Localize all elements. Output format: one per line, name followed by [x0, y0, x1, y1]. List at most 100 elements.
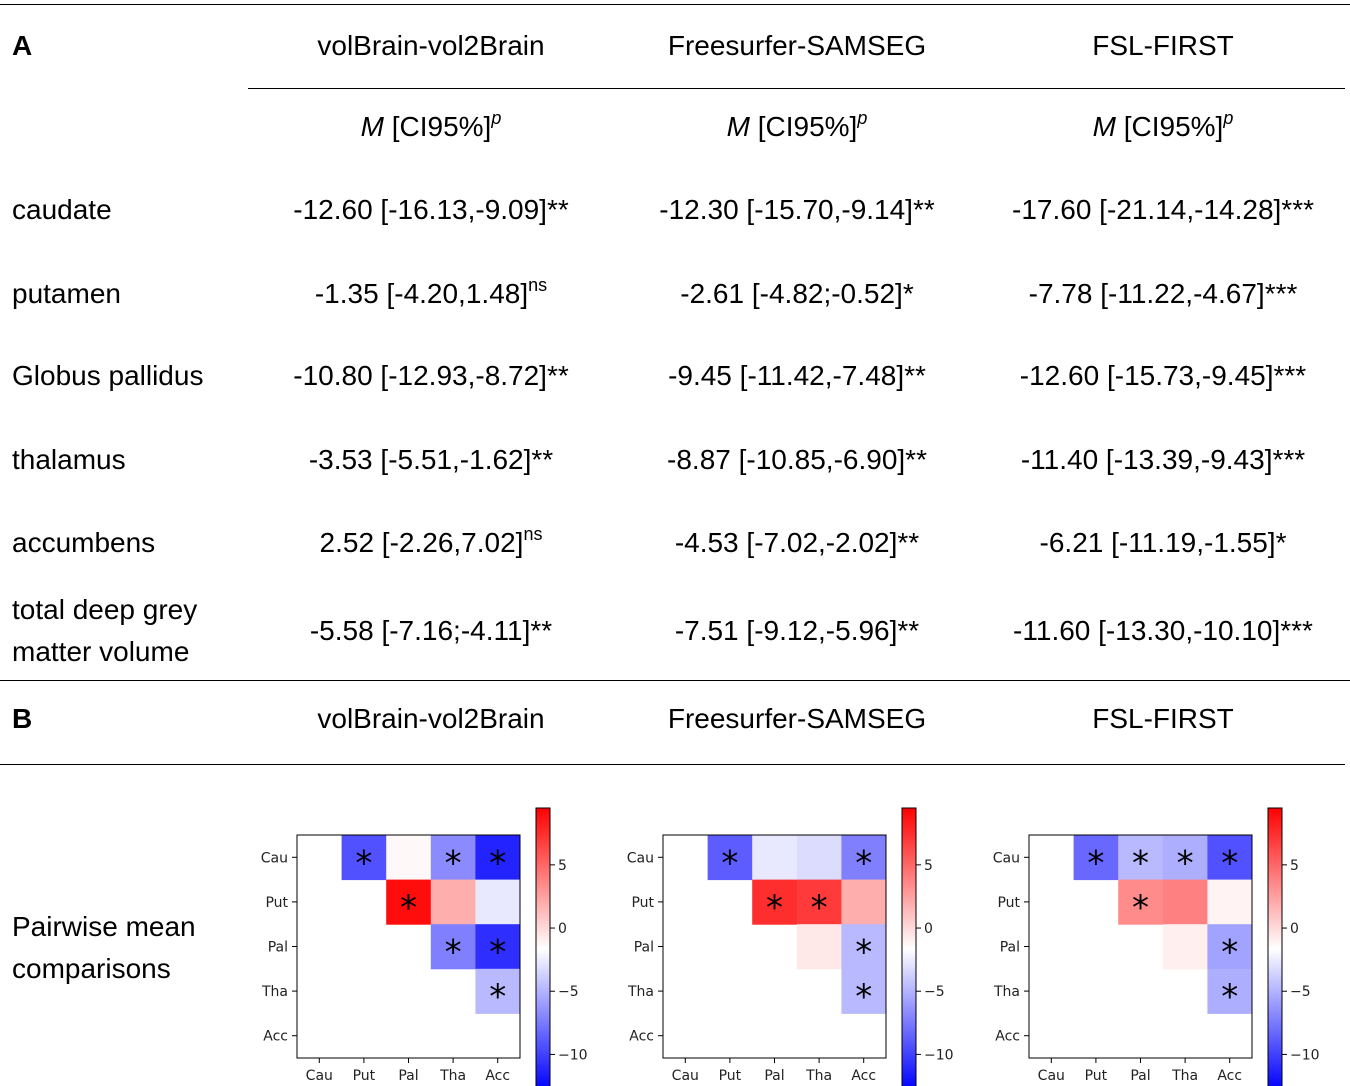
heatmap-cell	[752, 835, 798, 881]
colorbar	[535, 807, 551, 1086]
rule-under-b-headers	[0, 764, 1345, 765]
y-tick-label: Pal	[1000, 940, 1020, 956]
significance-asterisk: *	[489, 843, 506, 883]
x-tick-label: Pal	[1130, 1068, 1150, 1084]
heatmap-cell	[475, 924, 521, 970]
colorbar-tick-label: 5	[1290, 858, 1299, 874]
heatmap-cell	[841, 835, 887, 881]
x-tick-label: Put	[719, 1068, 742, 1084]
heatmap-cell	[430, 879, 476, 925]
column-header-freesurfer: Freesurfer-SAMSEG	[667, 703, 927, 734]
heatmap-cell	[796, 835, 842, 881]
heatmap-freesurfer: * ** ***CauCauPutPutPalPalThaThaAccAcc50−5…	[627, 807, 954, 1086]
value-cell: -5.58 [-7.16;-4.11]**	[309, 615, 553, 646]
heatmap-cell	[1207, 835, 1253, 881]
x-tick-label: Acc	[485, 1068, 510, 1084]
significance-asterisk: *	[855, 843, 872, 883]
heatmap-cell	[796, 924, 842, 970]
y-tick-label: Put	[997, 895, 1020, 911]
y-tick-label: Acc	[629, 1029, 654, 1045]
row-label-accumbens: accumbens	[12, 527, 156, 558]
heatmap-volbrain: * * *** **CauCauPutPutPalPalThaThaAccAcc50−…	[261, 807, 588, 1086]
rule-panel-divider	[0, 680, 1350, 681]
rule-top	[0, 4, 1350, 5]
heatmap-cell	[1207, 968, 1253, 1014]
heatmap-cell	[841, 968, 887, 1014]
colorbar-tick-label: 0	[558, 921, 567, 937]
heatmap-cell	[841, 924, 887, 970]
row-label-line: total deep grey	[12, 594, 198, 625]
value-cell: -11.40 [-13.39,-9.43]***	[1020, 444, 1306, 475]
heatmap-cell	[1162, 879, 1208, 925]
heatmap-cell	[386, 835, 432, 881]
y-tick-label: Acc	[995, 1029, 1020, 1045]
heatmap-cell	[841, 879, 887, 925]
heatmap-fsl: * * * ****CauCauPutPutPalPalThaThaAccAcc50−…	[993, 807, 1320, 1086]
significance-asterisk: *	[1221, 933, 1238, 973]
significance-asterisk: *	[1087, 843, 1104, 883]
value-cell: -17.60 [-21.14,-14.28]***	[1012, 194, 1314, 225]
significance-asterisk: *	[1221, 843, 1238, 883]
heatmap-cell	[430, 924, 476, 970]
significance-asterisk: *	[1132, 843, 1149, 883]
heatmap-cell	[796, 879, 842, 925]
value-cell: -6.21 [-11.19,-1.55]*	[1039, 527, 1287, 558]
significance-asterisk: *	[1132, 888, 1149, 928]
heatmap-cell	[1162, 924, 1208, 970]
colorbar	[1267, 807, 1283, 1086]
value-cell: -12.60 [-16.13,-9.09]**	[293, 194, 569, 225]
x-tick-label: Put	[353, 1068, 376, 1084]
colorbar-tick-label: −5	[924, 984, 945, 1000]
heatmap-cell	[752, 879, 798, 925]
row-label-line: comparisons	[12, 953, 171, 984]
column-header-volbrain: volBrain-vol2Brain	[317, 30, 545, 61]
value-cell: -4.53 [-7.02,-2.02]**	[674, 527, 920, 558]
ci-label: [CI95%]	[383, 111, 492, 142]
heatmap-cell	[1118, 879, 1164, 925]
row-label-putamen: putamen	[12, 278, 121, 309]
mean-symbol: M	[360, 111, 384, 142]
y-tick-label: Pal	[634, 940, 654, 956]
stat-header-volbrain: M [CI95%]p	[360, 109, 502, 144]
ci-label: [CI95%]	[1115, 111, 1224, 142]
significance-asterisk: *	[721, 843, 738, 883]
value-cell: -12.60 [-15.73,-9.45]***	[1019, 360, 1307, 391]
stat-header-freesurfer: M [CI95%]p	[727, 109, 868, 144]
stat-header-fsl: M [CI95%]p	[1092, 109, 1234, 144]
colorbar-tick-label: −10	[924, 1047, 954, 1063]
significance-asterisk: *	[355, 843, 372, 883]
mean-symbol: M	[1092, 111, 1116, 142]
panel-a-label: A	[12, 30, 33, 61]
y-tick-label: Tha	[993, 984, 1020, 1000]
y-tick-label: Put	[631, 895, 654, 911]
x-tick-label: Tha	[439, 1068, 466, 1084]
x-tick-label: Acc	[851, 1068, 876, 1084]
heatmap-cell	[341, 835, 387, 881]
heatmap-cell	[475, 879, 521, 925]
y-tick-label: Acc	[263, 1029, 288, 1045]
y-tick-label: Pal	[268, 940, 288, 956]
significance-asterisk: *	[1221, 977, 1238, 1017]
significance-asterisk: *	[855, 933, 872, 973]
x-tick-label: Cau	[1038, 1068, 1065, 1084]
colorbar-tick-label: 5	[558, 858, 567, 874]
column-header-fsl: FSL-FIRST	[1092, 703, 1234, 734]
heatmap-cell	[707, 835, 753, 881]
row-label-line: matter volume	[12, 636, 190, 667]
x-tick-label: Acc	[1217, 1068, 1242, 1084]
value-cell: -7.78 [-11.22,-4.67]***	[1028, 278, 1298, 309]
colorbar-tick-label: −10	[558, 1047, 588, 1063]
colorbar-tick-label: −5	[558, 984, 579, 1000]
row-label-globus-pallidus: Globus pallidus	[12, 360, 204, 391]
significance-asterisk: *	[400, 888, 417, 928]
significance-asterisk: *	[1177, 843, 1194, 883]
heatmap-cell	[1118, 835, 1164, 881]
heatmap-cell	[430, 835, 476, 881]
value-cell: -3.53 [-5.51,-1.62]**	[308, 444, 554, 475]
y-tick-label: Cau	[627, 850, 654, 866]
colorbar-tick-label: −5	[1290, 984, 1311, 1000]
value-cell: -8.87 [-10.85,-6.90]**	[667, 444, 927, 475]
panel-b-label: B	[12, 703, 33, 734]
x-tick-label: Cau	[306, 1068, 333, 1084]
value-cell: -10.80 [-12.93,-8.72]**	[293, 360, 569, 391]
